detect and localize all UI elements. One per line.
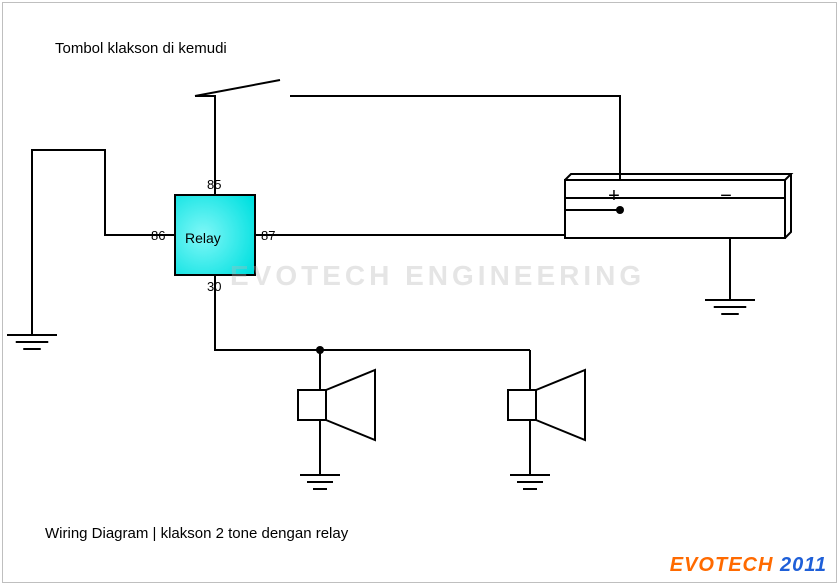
image-frame — [2, 2, 837, 583]
brand-year: 2011 — [780, 554, 827, 576]
brand-name: EVOTECH — [670, 554, 774, 576]
brand-logo: EVOTECH 2011 — [670, 554, 827, 577]
top-note-label: Tombol klakson di kemudi — [55, 40, 227, 57]
diagram-caption: Wiring Diagram | klakson 2 tone dengan r… — [45, 525, 348, 542]
